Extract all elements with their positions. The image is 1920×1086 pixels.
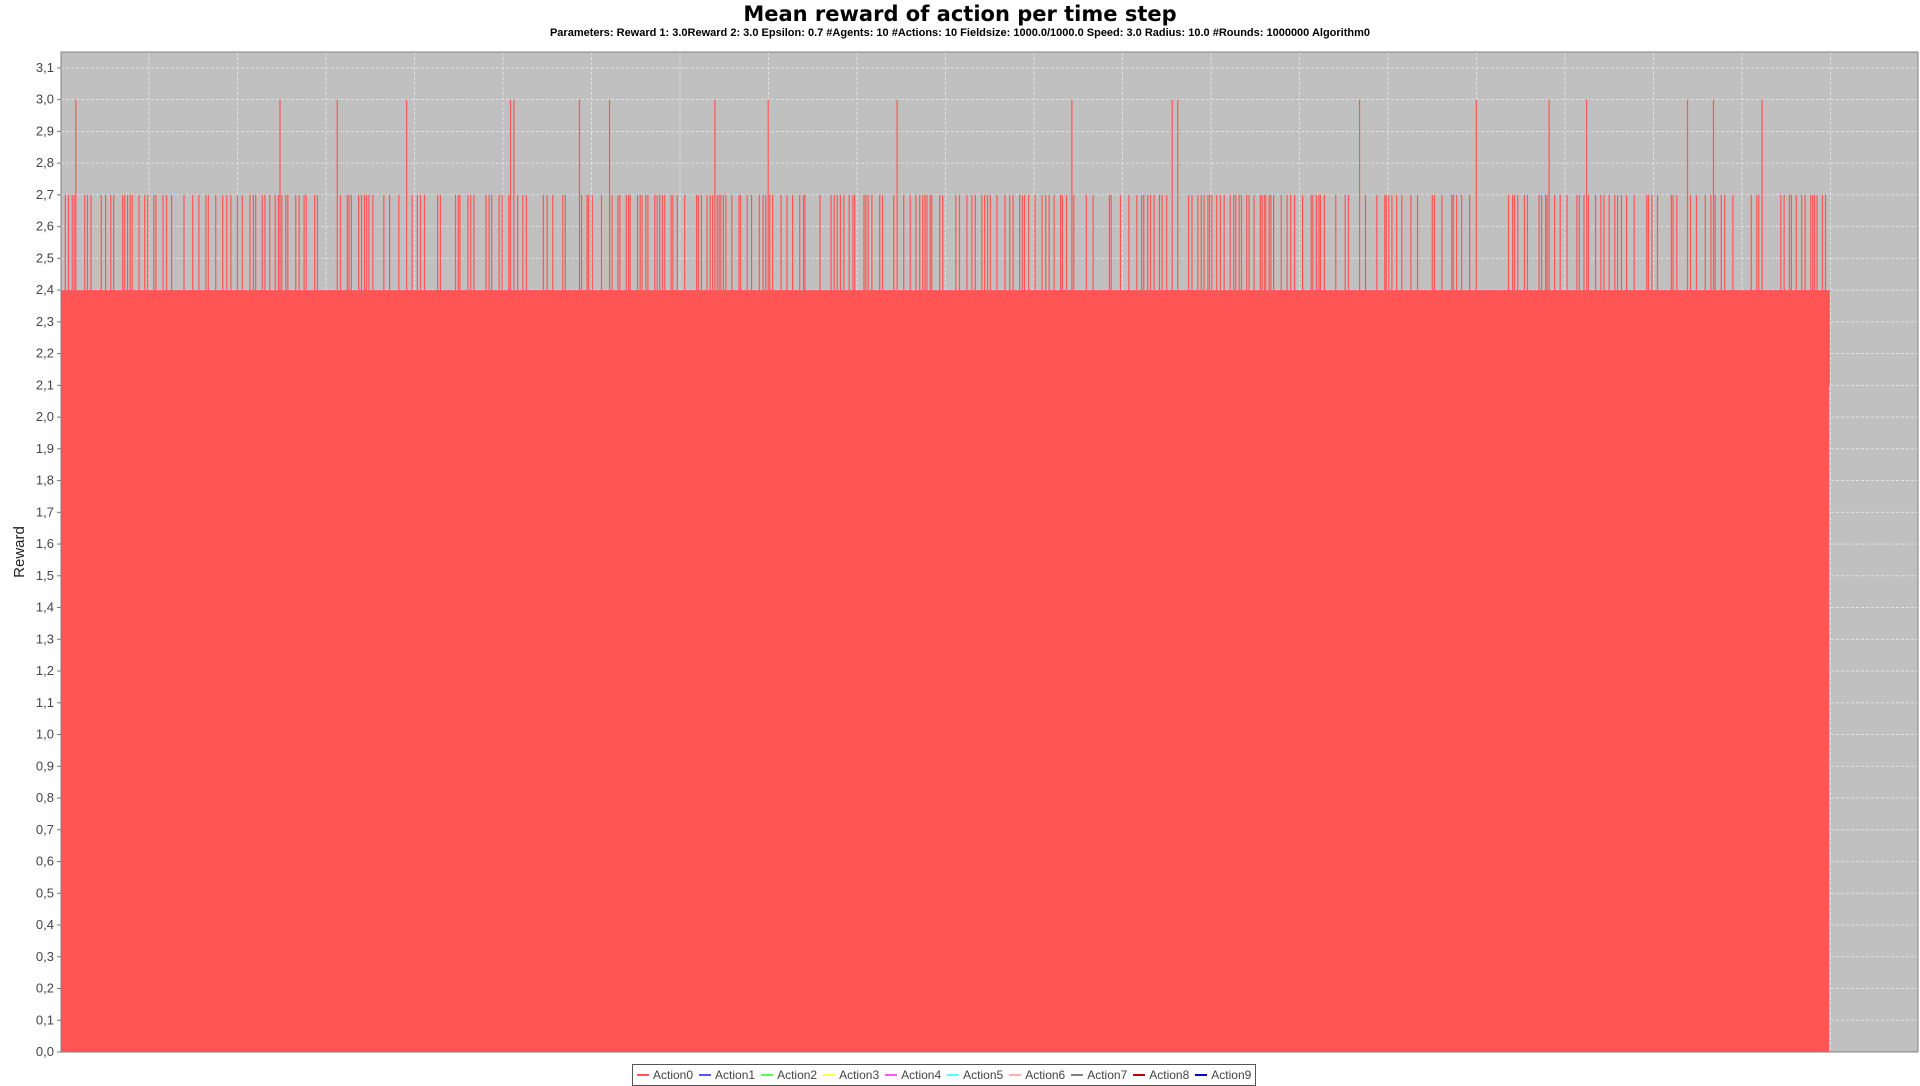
y-tick-label: 1,6 (36, 536, 54, 551)
legend: Action0 Action1 Action2 Action3 Action4 Actio… (632, 1064, 1257, 1086)
y-tick-label: 2,9 (36, 123, 54, 138)
y-axis-label: Reward (11, 526, 28, 578)
y-tick-label: 1,8 (36, 473, 54, 488)
legend-swatch (823, 1074, 836, 1076)
y-tick-label: 2,3 (36, 314, 54, 329)
legend-label: Action4 (901, 1068, 942, 1082)
legend-item-action4: Action4 (885, 1068, 941, 1082)
legend-swatch (947, 1074, 960, 1076)
y-tick-label: 2,4 (36, 282, 54, 297)
legend-label: Action1 (715, 1068, 756, 1082)
legend-label: Action0 (653, 1068, 694, 1082)
legend-item-action1: Action1 (699, 1068, 755, 1082)
y-tick-label: 0,4 (36, 917, 54, 932)
legend-item-action3: Action3 (823, 1068, 879, 1082)
y-tick-label: 1,9 (36, 441, 54, 456)
y-tick-label: 0,9 (36, 758, 54, 773)
y-tick-label: 2,1 (36, 377, 54, 392)
y-tick-label: 2,7 (36, 187, 54, 202)
legend-label: Action3 (839, 1068, 880, 1082)
legend-item-action6: Action6 (1009, 1068, 1065, 1082)
legend-label: Action9 (1211, 1068, 1252, 1082)
legend-label: Action2 (777, 1068, 818, 1082)
legend-item-action0: Action0 (637, 1068, 693, 1082)
legend-swatch (1133, 1074, 1146, 1076)
y-tick-label: 0,1 (36, 1012, 54, 1027)
y-tick-label: 0,0 (36, 1044, 54, 1059)
y-tick-label: 2,5 (36, 250, 54, 265)
legend-item-action5: Action5 (947, 1068, 1003, 1082)
legend-swatch (761, 1074, 774, 1076)
y-tick-label: 0,5 (36, 885, 54, 900)
legend-swatch (1195, 1074, 1208, 1076)
y-tick-label: 0,2 (36, 981, 54, 996)
y-tick-label: 0,8 (36, 790, 54, 805)
legend-swatch (1071, 1074, 1084, 1076)
legend-swatch (699, 1074, 712, 1076)
chart-subtitle: Parameters: Reward 1: 3.0Reward 2: 3.0 E… (549, 27, 1371, 39)
y-tick-label: 0,3 (36, 949, 54, 964)
legend-swatch (637, 1074, 649, 1076)
y-tick-label: 1,1 (36, 695, 54, 710)
y-tick-label: 1,0 (36, 727, 54, 742)
y-tick-label: 1,5 (36, 568, 54, 583)
y-tick-label: 0,7 (36, 822, 54, 837)
y-tick-label: 3,1 (36, 60, 54, 75)
series-action0-area (61, 290, 1829, 1053)
legend-item-action2: Action2 (761, 1068, 817, 1082)
y-tick-label: 2,6 (36, 219, 54, 234)
y-tick-label: 1,2 (36, 663, 54, 678)
y-tick-label: 1,7 (36, 504, 54, 519)
legend-label: Action6 (1025, 1068, 1066, 1082)
series-action0-spikes (64, 99, 1827, 291)
plot-border (60, 51, 1919, 1053)
legend-label: Action8 (1149, 1068, 1190, 1082)
legend-item-action8: Action8 (1133, 1068, 1189, 1082)
y-tick-label: 2,2 (36, 346, 54, 361)
legend-label: Action5 (963, 1068, 1004, 1082)
chart-title: Mean reward of action per time step (743, 2, 1177, 26)
legend-item-action9: Action9 (1195, 1068, 1251, 1082)
y-tick-label: 1,3 (36, 631, 54, 646)
y-tick-label: 2,0 (36, 409, 54, 424)
y-tick-label: 0,6 (36, 854, 54, 869)
legend-swatch (1009, 1074, 1022, 1076)
legend-item-action7: Action7 (1071, 1068, 1127, 1082)
y-tick-label: 2,8 (36, 155, 54, 170)
y-tick-label: 1,4 (36, 600, 54, 615)
legend-swatch (885, 1074, 898, 1076)
legend-label: Action7 (1087, 1068, 1128, 1082)
y-tick-label: 3,0 (36, 92, 54, 107)
chart-plot: Reward 0,0 0,1 0,2 0,3 0,4 0,5 0,6 0,7 0,8 0,9 1,0… (11, 51, 1919, 1059)
